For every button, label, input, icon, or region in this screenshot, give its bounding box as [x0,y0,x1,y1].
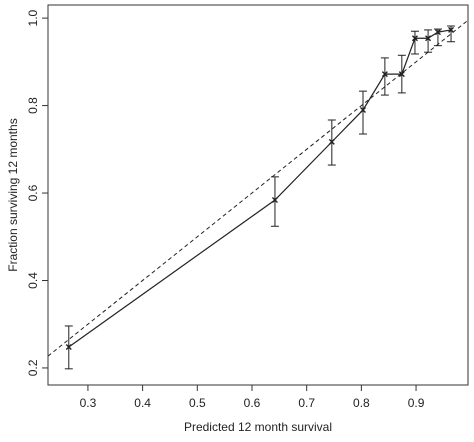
plot-frame [47,4,469,386]
point [360,106,366,113]
x-tick-label: 0.3 [80,396,97,410]
y-tick-label: 0.2 [26,359,40,376]
y-tick-label: 0.6 [26,184,40,201]
point [398,71,405,78]
reference-line [48,19,468,357]
series-line [68,29,452,348]
point [328,138,335,145]
point [271,197,278,204]
x-axis-label: Predicted 12 month survival [184,420,332,434]
y-tick-label: 1.0 [26,9,40,26]
point [425,35,432,42]
point [411,35,418,42]
y-tick-label: 0.4 [26,272,40,289]
point [448,26,455,33]
point [434,29,441,36]
y-tick-label: 0.8 [26,97,40,114]
x-tick-label: 0.8 [353,396,370,410]
x-tick-label: 0.4 [134,396,151,410]
x-tick-label: 0.7 [298,396,315,410]
x-tick-label: 0.5 [189,396,206,410]
x-tick-label: 0.9 [408,396,425,410]
x-tick-label: 0.6 [244,396,261,410]
y-axis-label: Fraction surviving 12 months [6,118,20,271]
point [65,343,72,350]
point [381,71,388,78]
